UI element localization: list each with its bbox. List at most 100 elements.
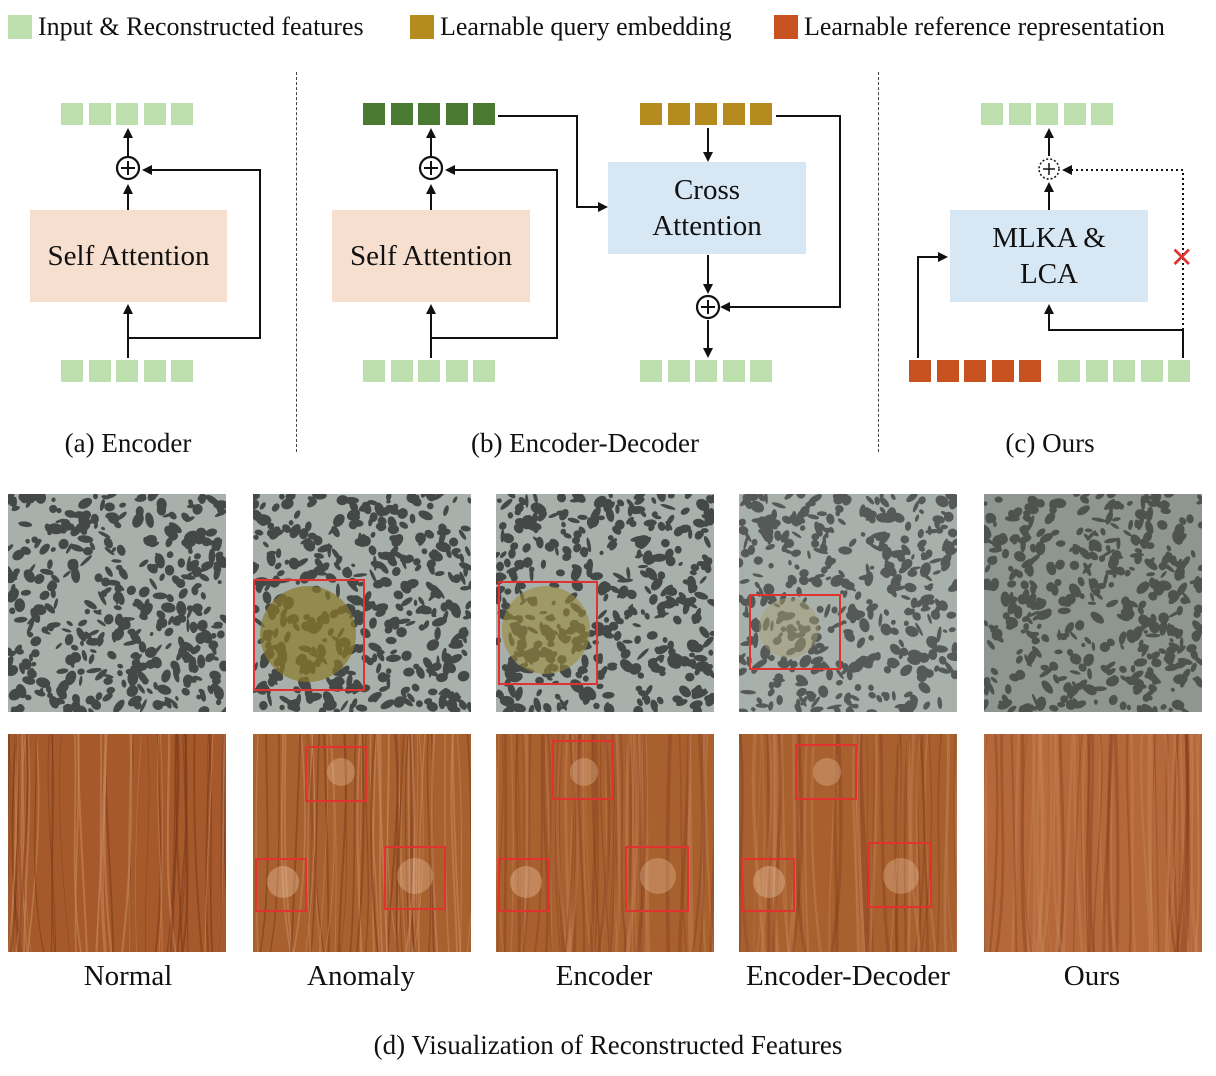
anomaly-bounding-box xyxy=(795,744,857,800)
self-attention-block-b-label: Self Attention xyxy=(350,239,512,272)
mlka-lca-block: MLKA & LCA xyxy=(950,210,1148,302)
diagram-connectors xyxy=(115,115,1184,358)
anomaly-bounding-box xyxy=(384,846,446,910)
feature-token xyxy=(88,103,111,125)
feature-token xyxy=(171,360,193,382)
texture-image-granite-texture-encoder-decoder xyxy=(739,494,957,712)
legend-item-input: Input & Reconstructed features xyxy=(8,12,364,42)
feature-token xyxy=(640,360,662,382)
cross-attention-block: Cross Attention xyxy=(608,162,806,254)
divider-b-c xyxy=(878,72,879,452)
anomaly-bounding-box xyxy=(255,858,307,912)
feature-token xyxy=(61,103,83,125)
mlka-lca-label-1: MLKA & xyxy=(992,221,1106,254)
feature-token xyxy=(1063,103,1086,125)
feature-token xyxy=(640,103,662,125)
cut-icon: ✕ xyxy=(1170,241,1194,274)
add-icon-b2 xyxy=(695,294,721,320)
feature-token xyxy=(1113,360,1135,382)
anomaly-bounding-box xyxy=(305,746,367,802)
anomaly-bounding-box xyxy=(498,858,550,912)
anomaly-bounding-box xyxy=(498,581,598,685)
legend-label-input: Input & Reconstructed features xyxy=(38,12,364,41)
legend-swatch-input xyxy=(8,15,32,39)
self-attention-block-a: Self Attention xyxy=(30,210,227,302)
cross-attention-label-2: Attention xyxy=(652,210,762,242)
anomaly-bounding-box xyxy=(868,842,932,908)
arrow-c-reference-to-block xyxy=(917,252,948,358)
feature-token xyxy=(750,360,772,382)
feature-token xyxy=(390,103,413,125)
arrow-a-residual xyxy=(128,165,261,339)
legend-swatch-query xyxy=(410,15,434,39)
legend-swatch-reference xyxy=(774,15,798,39)
arrow-c-cut-residual xyxy=(1062,165,1184,330)
feature-token xyxy=(667,360,690,382)
feature-token xyxy=(473,360,495,382)
cross-attention-label-1: Cross xyxy=(673,173,741,206)
mlka-lca-label-2: LCA xyxy=(1020,258,1078,290)
arrow-b-residual xyxy=(431,165,558,339)
anomaly-bounding-box xyxy=(253,579,365,691)
feature-token xyxy=(1008,103,1031,125)
caption-b: (b) Encoder-Decoder xyxy=(470,428,700,458)
feature-token xyxy=(722,360,745,382)
feature-token xyxy=(1085,360,1108,382)
col-label-encoder: Encoder xyxy=(555,960,653,992)
texture-image-wood-texture-encoder xyxy=(496,734,714,952)
caption-a: (a) Encoder xyxy=(64,428,192,458)
feature-token xyxy=(722,103,745,125)
feature-token xyxy=(909,360,931,382)
feature-token xyxy=(1091,103,1113,125)
feature-token xyxy=(418,360,440,382)
feature-token xyxy=(981,103,1003,125)
feature-token xyxy=(695,103,717,125)
feature-token xyxy=(116,103,138,125)
add-icon-b1 xyxy=(418,155,444,181)
feature-token xyxy=(61,360,83,382)
feature-token xyxy=(991,360,1014,382)
col-label-anomaly: Anomaly xyxy=(307,960,415,992)
feature-token xyxy=(1036,103,1058,125)
col-label-normal: Normal xyxy=(83,960,173,992)
anomaly-bounding-box xyxy=(741,858,795,912)
anomaly-bounding-box xyxy=(625,846,689,912)
add-icon-a xyxy=(115,155,141,181)
feature-token xyxy=(1058,360,1080,382)
feature-token xyxy=(695,360,717,382)
texture-image-granite-texture-ours xyxy=(984,494,1202,712)
arrow-b-memory-to-cross xyxy=(498,115,608,212)
feature-token xyxy=(143,360,166,382)
arrow-b-query-residual xyxy=(720,115,841,312)
texture-image-wood-texture-anomaly xyxy=(253,734,471,952)
anomaly-bounding-box xyxy=(749,594,841,670)
feature-token xyxy=(1140,360,1163,382)
texture-image-granite-texture-anomaly xyxy=(253,494,471,712)
col-label-ours: Ours xyxy=(1063,960,1121,992)
feature-token xyxy=(1019,360,1041,382)
feature-token xyxy=(445,360,468,382)
feature-token xyxy=(418,103,440,125)
legend-label-query: Learnable query embedding xyxy=(440,12,732,41)
feature-token xyxy=(143,103,166,125)
feature-token xyxy=(390,360,413,382)
add-icon-c-dashed xyxy=(1038,158,1060,180)
texture-image-wood-texture-encoder-decoder xyxy=(739,734,957,952)
texture-image-wood-texture-normal xyxy=(8,734,226,952)
feature-token xyxy=(667,103,690,125)
texture-image-granite-texture-encoder xyxy=(496,494,714,712)
legend: Input & Reconstructed features Learnable… xyxy=(8,6,1208,44)
feature-token xyxy=(750,103,772,125)
caption-c: (c) Ours xyxy=(1005,428,1095,458)
caption-d: (d) Visualization of Reconstructed Featu… xyxy=(373,1030,843,1060)
feature-token xyxy=(445,103,468,125)
feature-token xyxy=(171,103,193,125)
self-attention-block-b: Self Attention xyxy=(332,210,530,302)
legend-label-reference: Learnable reference representation xyxy=(804,12,1165,41)
texture-image-wood-texture-ours xyxy=(984,734,1202,952)
legend-item-reference: Learnable reference representation xyxy=(774,12,1165,42)
feature-token xyxy=(1168,360,1190,382)
feature-token xyxy=(964,360,986,382)
feature-token xyxy=(473,103,495,125)
feature-token xyxy=(936,360,959,382)
